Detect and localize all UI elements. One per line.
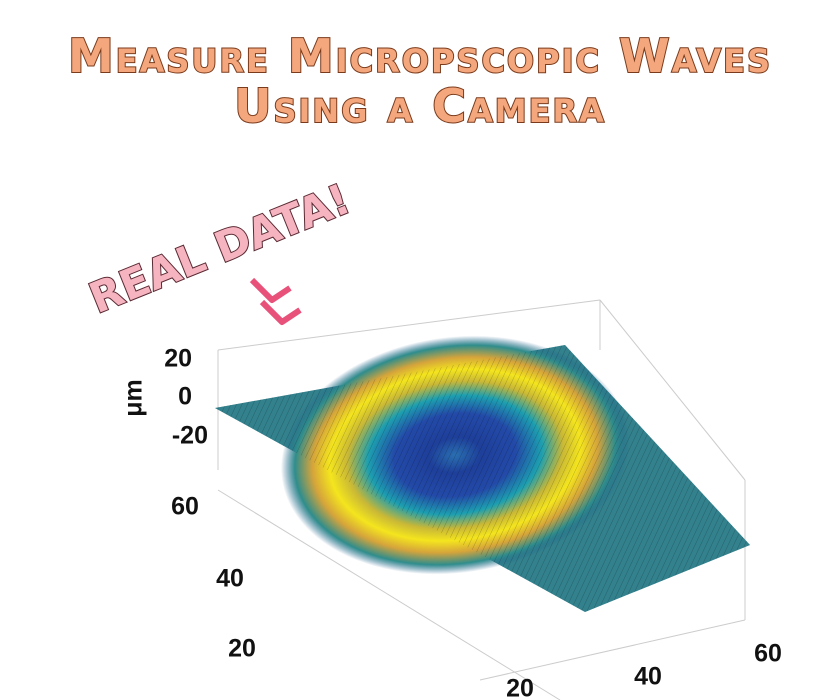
x-tick-label: 20 xyxy=(506,675,534,700)
y-tick-label: 40 xyxy=(216,565,244,593)
arrows xyxy=(249,277,302,325)
x-tick-label: 60 xyxy=(754,640,782,668)
z-axis-label: μm xyxy=(120,379,148,417)
title-line: Measure Micropscopic Waves xyxy=(68,29,772,83)
title-line: Using a Camera xyxy=(234,79,606,133)
surface-mesh xyxy=(215,345,750,612)
axes-box xyxy=(217,299,746,700)
x-tick-label: 40 xyxy=(634,663,662,691)
z-tick-label: 20 xyxy=(164,345,192,373)
y-tick-label: 60 xyxy=(171,493,199,521)
z-tick-label: -20 xyxy=(172,422,208,450)
z-tick-label: 0 xyxy=(178,383,192,411)
annotation: REAL DATA! xyxy=(82,174,356,323)
y-tick-label: 20 xyxy=(228,635,256,663)
